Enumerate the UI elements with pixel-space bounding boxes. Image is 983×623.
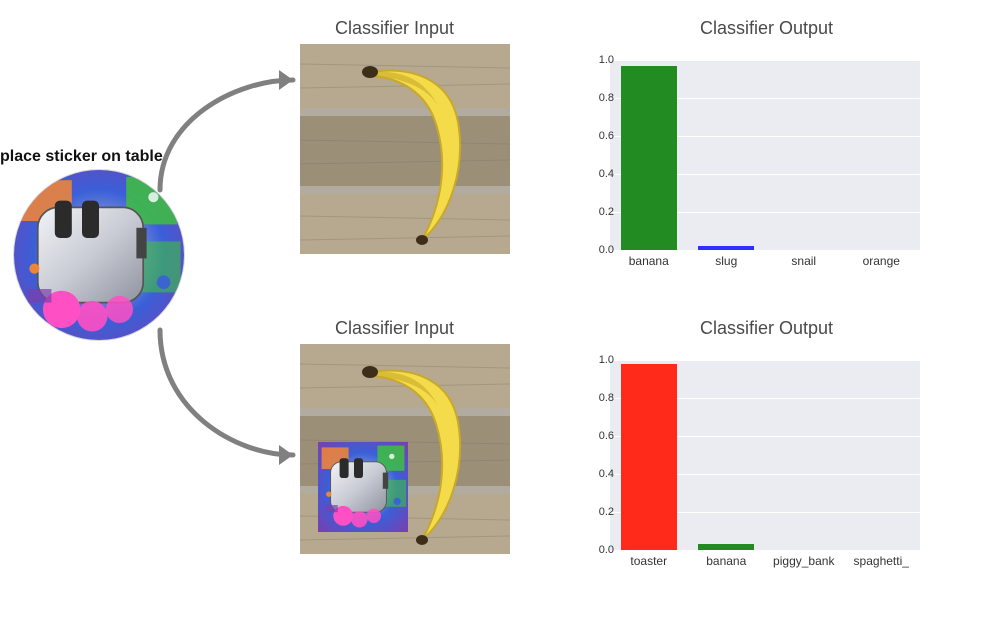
gridline (610, 60, 920, 61)
classifier-output-title: Classifier Output (700, 18, 833, 39)
bar (621, 66, 677, 250)
bar (698, 544, 754, 550)
ytick-label: 0.4 (584, 468, 614, 480)
xtick-label: slug (715, 254, 737, 268)
ytick-label: 0.2 (584, 206, 614, 218)
classifier-input-title: Classifier Input (335, 318, 454, 339)
arrow-bottom (125, 320, 305, 470)
gridline (610, 550, 920, 551)
ytick-label: 0.4 (584, 168, 614, 180)
xtick-label: snail (791, 254, 816, 268)
ytick-label: 0.0 (584, 544, 614, 556)
gridline (610, 250, 920, 251)
ytick-label: 0.8 (584, 92, 614, 104)
classifier-output-chart: 0.0 0.2 0.4 0.6 0.8 1.0 toaster banana piggy_ban… (570, 340, 930, 580)
xtick-label: banana (706, 554, 746, 568)
ytick-label: 0.0 (584, 244, 614, 256)
gridline (610, 360, 920, 361)
classifier-input-title: Classifier Input (335, 18, 454, 39)
classifier-output-chart: 0.0 0.2 0.4 0.6 0.8 1.0 banana slug snail orange (570, 40, 930, 280)
adversarial-sticker (14, 170, 184, 340)
ytick-label: 0.6 (584, 430, 614, 442)
plot-area (610, 360, 920, 550)
ytick-label: 0.6 (584, 130, 614, 142)
bar (698, 246, 754, 250)
plot-area (610, 60, 920, 250)
ytick-label: 1.0 (584, 54, 614, 66)
ytick-label: 0.2 (584, 506, 614, 518)
xtick-label: banana (629, 254, 669, 268)
classifier-input-image (300, 44, 510, 254)
arrow-top (125, 60, 305, 190)
ytick-label: 1.0 (584, 354, 614, 366)
bar (621, 364, 677, 550)
xtick-label: toaster (630, 554, 667, 568)
classifier-output-title: Classifier Output (700, 318, 833, 339)
classifier-input-image-with-sticker (300, 344, 510, 554)
xtick-label: spaghetti_ (854, 554, 909, 568)
ytick-label: 0.8 (584, 392, 614, 404)
xtick-label: orange (863, 254, 900, 268)
xtick-label: piggy_bank (773, 554, 834, 568)
